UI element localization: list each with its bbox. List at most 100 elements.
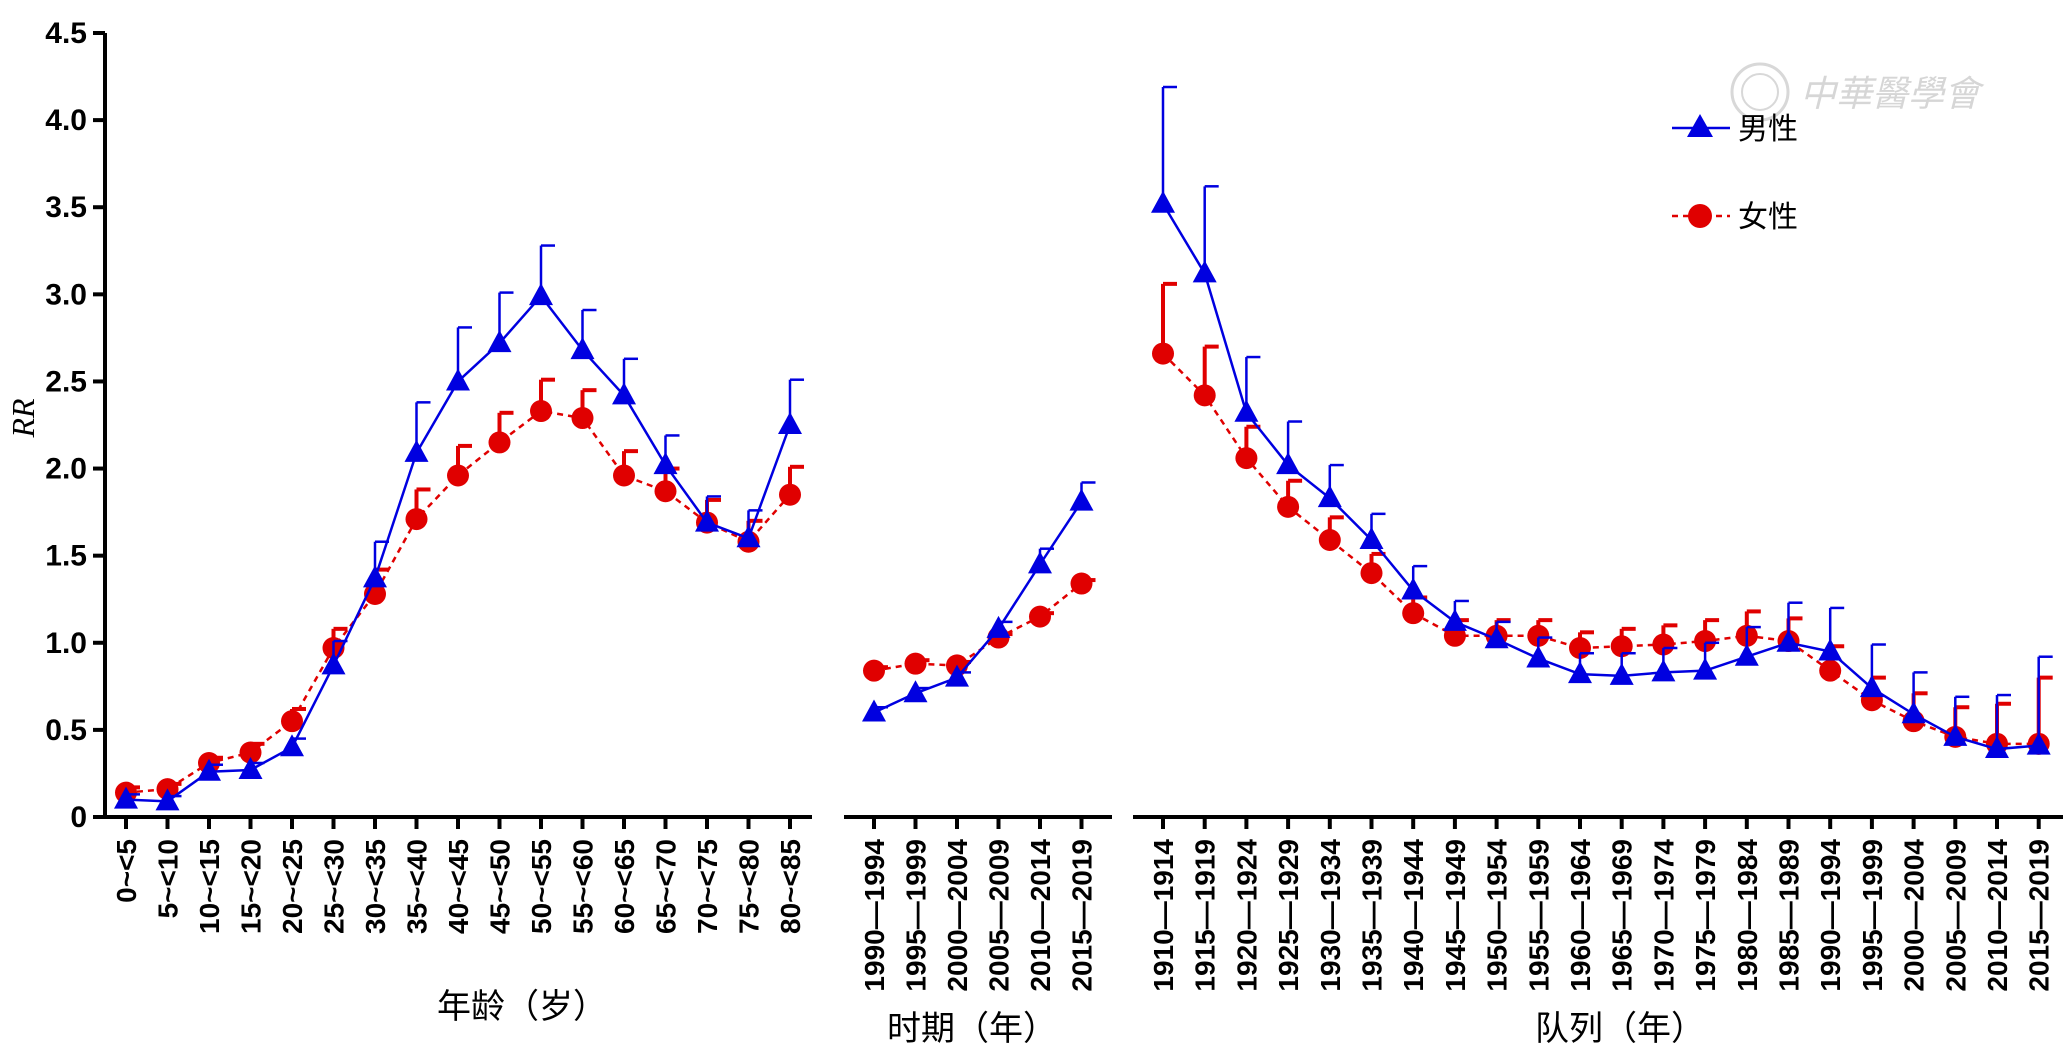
female-point — [654, 480, 677, 503]
female-point — [447, 464, 469, 487]
female-point — [488, 431, 511, 454]
female-point — [281, 710, 303, 733]
female-point — [1070, 572, 1093, 595]
female-point — [1360, 562, 1383, 585]
male-series — [114, 244, 804, 811]
x-tick-label: 35~<40 — [402, 839, 433, 934]
x-axis-label: 年龄（岁） — [437, 987, 607, 1027]
x-tick-label: 1950—1954 — [1482, 839, 1513, 992]
male-point — [1359, 526, 1384, 549]
male-point — [446, 368, 470, 391]
x-tick-label: 1925—1929 — [1273, 839, 1304, 992]
male-point — [1901, 701, 1926, 724]
series-line — [873, 500, 1083, 714]
x-tick-label: 65~<70 — [651, 839, 682, 934]
female-point — [1527, 624, 1550, 647]
male-point — [1526, 645, 1551, 668]
seal-icon — [1730, 62, 1790, 122]
male-point — [529, 283, 553, 306]
male-point — [1734, 643, 1759, 666]
male-point — [903, 680, 928, 703]
female-point — [571, 407, 594, 430]
x-tick-label: 40~<45 — [443, 839, 474, 934]
male-point — [1693, 657, 1718, 680]
male-point — [404, 439, 429, 462]
female-point — [779, 483, 801, 506]
male-point — [653, 452, 678, 475]
male-point — [570, 337, 595, 360]
y-axis-label: RR — [5, 398, 41, 439]
male-point — [280, 734, 304, 757]
y-tick-label: 2.0 — [45, 453, 87, 486]
male-point — [1484, 626, 1509, 649]
male-point — [238, 756, 263, 779]
y-tick-label: 0 — [70, 801, 87, 834]
male-point — [1943, 723, 1968, 746]
male-point — [612, 382, 636, 405]
legend-marker-circle — [1688, 204, 1712, 228]
male-point — [114, 786, 138, 809]
female-point — [1152, 342, 1174, 365]
male-point — [736, 525, 761, 548]
x-tick-label: 1960—1964 — [1565, 839, 1596, 992]
panel-2: 1990—1994 1995—1999 2000—2004 2005—2009 2010… — [844, 481, 1112, 1049]
female-point — [1235, 447, 1258, 470]
female-point — [239, 741, 262, 764]
male-series — [862, 481, 1096, 722]
x-tick-label: 5~<10 — [153, 839, 184, 918]
series-line — [125, 409, 791, 794]
x-tick-label: 2000—2004 — [1899, 839, 1930, 992]
female-point — [1402, 602, 1425, 625]
x-tick-label: 70~<75 — [692, 839, 723, 934]
male-point — [945, 664, 969, 687]
x-tick-label: 1935—1939 — [1357, 839, 1388, 992]
male-point — [986, 615, 1011, 638]
panel-3: 1910—1914 1915—1919 1920—1924 1925—1929 1930… — [1133, 85, 2063, 1049]
x-tick-label: 2015—2019 — [1067, 839, 1098, 992]
legend-marker-triangle — [1687, 114, 1713, 137]
male-point — [363, 565, 387, 588]
x-tick-label: 1985—1989 — [1774, 839, 1805, 992]
x-tick-label: 1980—1984 — [1732, 839, 1763, 992]
x-tick-label: 20~<25 — [277, 839, 308, 934]
series-line — [873, 582, 1083, 672]
x-tick-label: 1970—1974 — [1648, 839, 1679, 992]
x-tick-label: 1995—1999 — [1857, 839, 1888, 992]
x-tick-label: 1910—1914 — [1148, 839, 1179, 992]
male-point — [1568, 661, 1592, 684]
male-point — [1192, 260, 1217, 283]
y-tick-label: 1.5 — [45, 540, 87, 573]
female-series — [1152, 281, 2053, 755]
male-point — [197, 758, 221, 781]
x-tick-label: 15~<20 — [236, 839, 267, 934]
male-point — [487, 330, 512, 353]
y-tick-label: 3.0 — [45, 278, 87, 311]
x-tick-label: 1920—1924 — [1231, 839, 1262, 992]
y-tick-label: 1.0 — [45, 627, 87, 660]
male-point — [1818, 638, 1843, 661]
female-point — [1652, 633, 1675, 656]
x-tick-label: 60~<65 — [609, 839, 640, 934]
male-point — [1028, 551, 1052, 574]
x-tick-label: 2010—2014 — [1025, 839, 1056, 992]
watermark-text: 中華醫學會 — [1800, 74, 1985, 115]
x-tick-label: 1965—1969 — [1607, 839, 1638, 992]
x-tick-label: 1995—1999 — [901, 839, 932, 992]
x-tick-label: 50~<55 — [526, 839, 557, 934]
male-point — [1401, 577, 1426, 600]
male-point — [1859, 675, 1884, 698]
x-tick-label: 1915—1919 — [1190, 839, 1221, 992]
male-point — [1317, 485, 1342, 508]
male-point — [1276, 452, 1301, 475]
x-tick-label: 55~<60 — [568, 839, 599, 934]
male-point — [1151, 190, 1175, 213]
female-series — [115, 377, 804, 804]
male-point — [1069, 488, 1094, 511]
x-tick-label: 0~<5 — [111, 839, 142, 903]
female-point — [1277, 495, 1300, 518]
female-point — [1318, 528, 1341, 551]
male-series — [1151, 85, 2053, 759]
male-point — [1442, 608, 1467, 631]
